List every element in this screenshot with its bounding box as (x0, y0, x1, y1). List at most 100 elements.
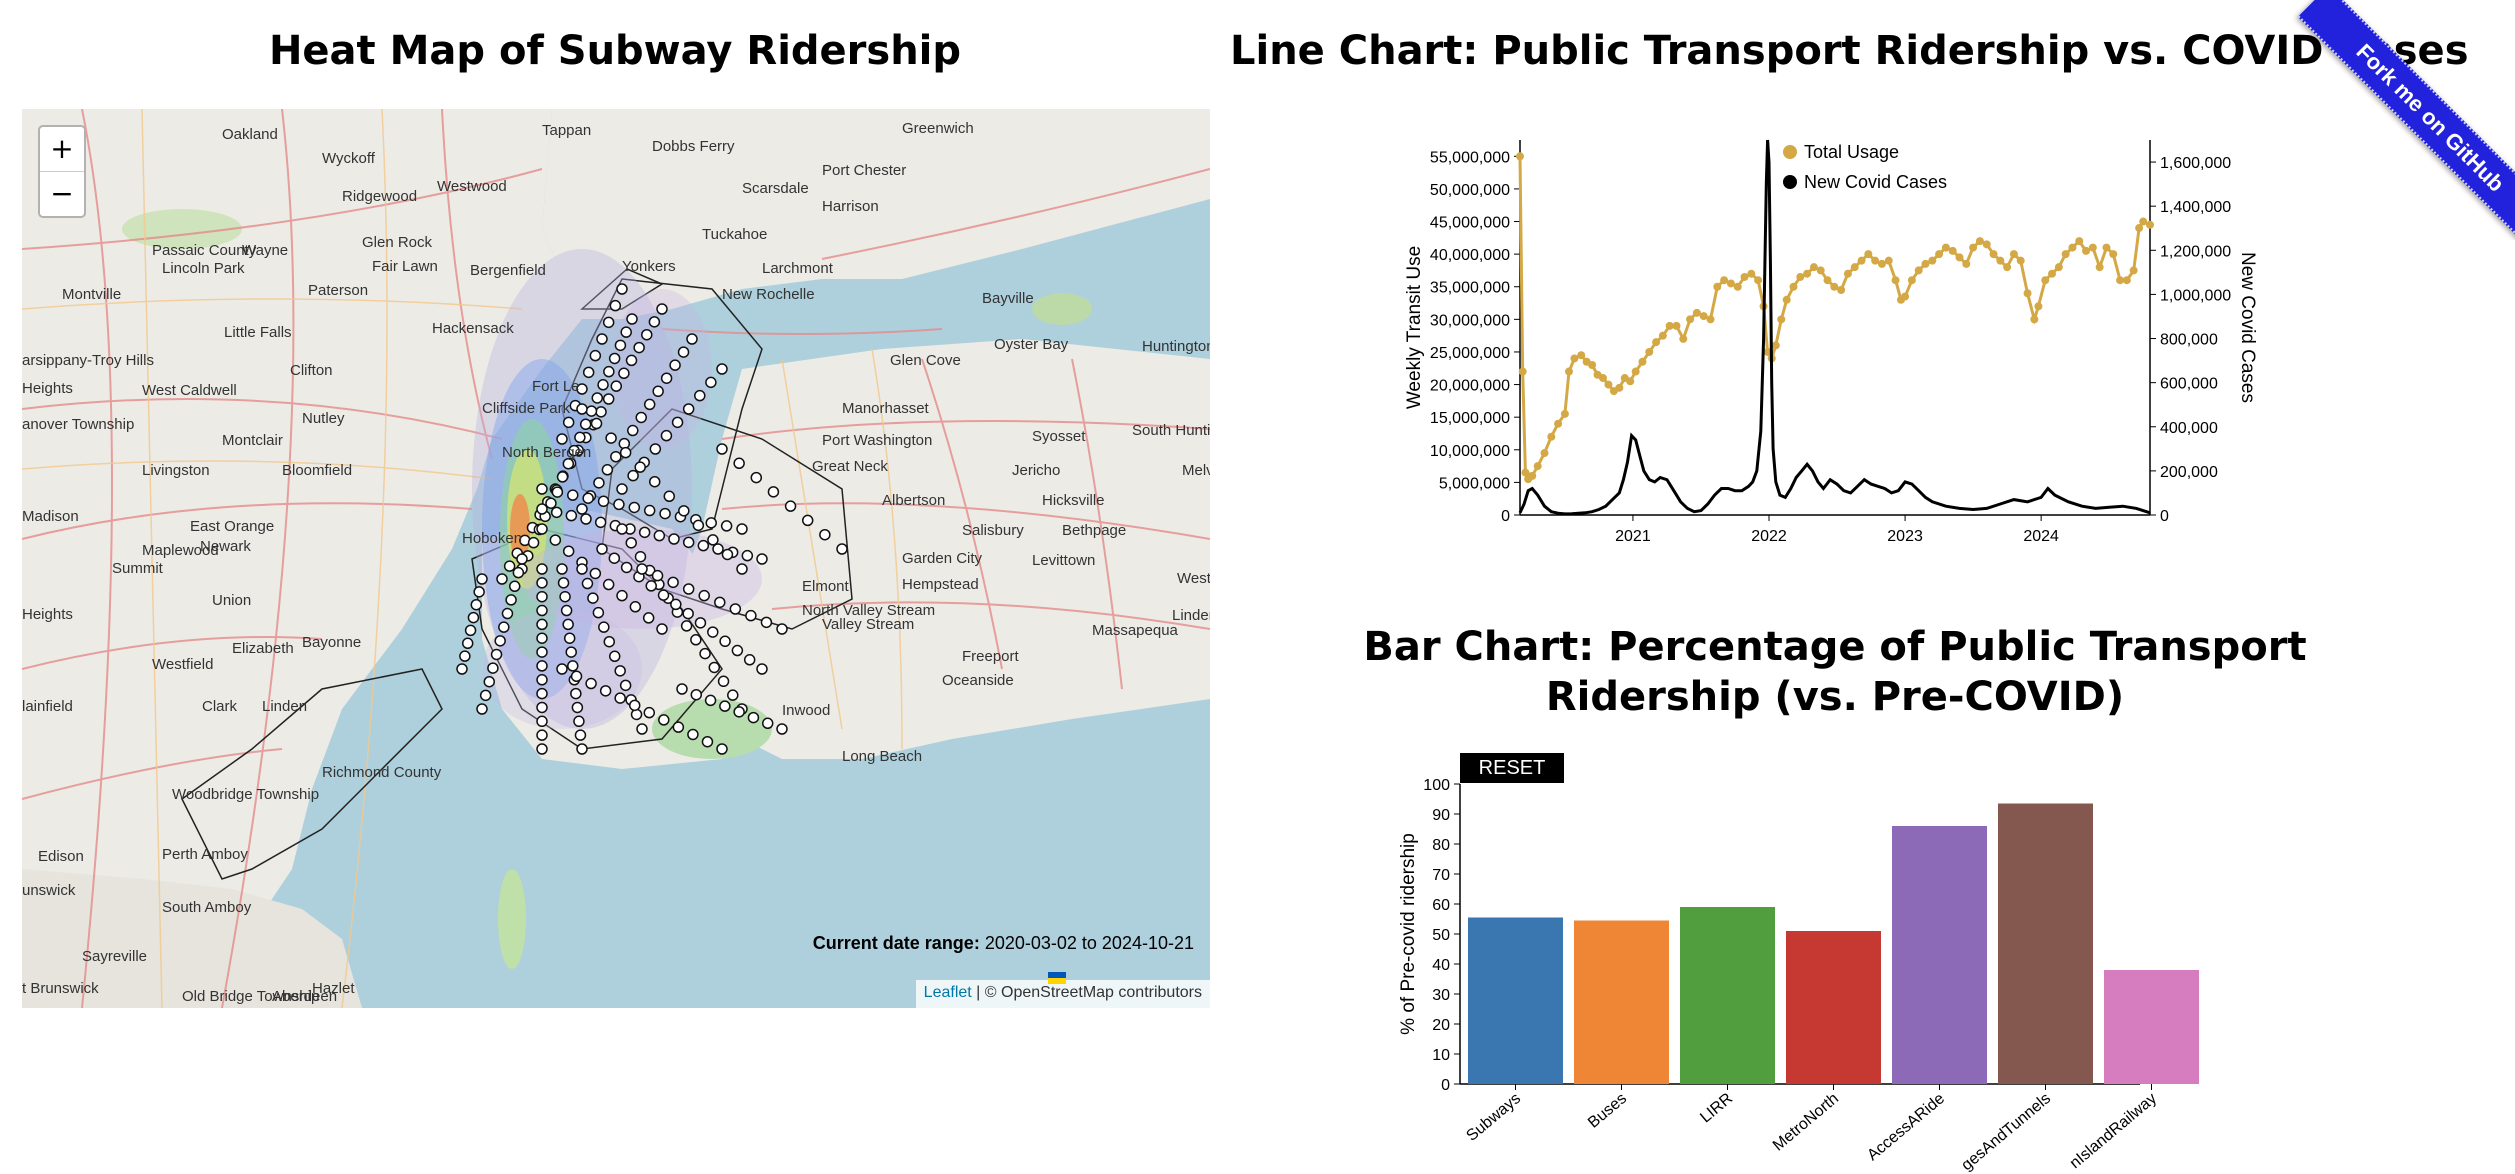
station-marker[interactable] (660, 429, 673, 442)
station-marker[interactable] (536, 483, 548, 495)
station-marker[interactable] (801, 514, 814, 527)
station-marker[interactable] (741, 549, 754, 562)
station-marker[interactable] (717, 675, 730, 688)
station-marker[interactable] (619, 446, 632, 459)
station-marker[interactable] (562, 416, 575, 429)
station-marker[interactable] (576, 383, 588, 395)
station-marker[interactable] (634, 550, 647, 563)
station-marker[interactable] (576, 743, 588, 755)
station-marker[interactable] (671, 416, 684, 429)
station-marker[interactable] (651, 569, 664, 582)
station-marker[interactable] (699, 647, 711, 660)
station-marker[interactable] (536, 523, 548, 535)
station-marker[interactable] (596, 333, 608, 345)
station-marker[interactable] (620, 561, 633, 574)
station-marker[interactable] (605, 432, 617, 444)
station-marker[interactable] (692, 519, 705, 532)
station-marker[interactable] (556, 663, 568, 675)
station-marker[interactable] (660, 372, 673, 384)
station-marker[interactable] (745, 609, 757, 622)
station-marker[interactable] (608, 352, 621, 365)
station-marker[interactable] (628, 699, 641, 712)
bar-lirr[interactable] (1680, 907, 1775, 1084)
station-marker[interactable] (536, 646, 548, 658)
station-marker[interactable] (776, 723, 788, 735)
station-marker[interactable] (656, 623, 668, 635)
station-marker[interactable] (479, 689, 492, 702)
station-marker[interactable] (656, 303, 668, 315)
station-marker[interactable] (536, 577, 548, 589)
bar-buses[interactable] (1574, 920, 1669, 1085)
station-marker[interactable] (536, 590, 548, 603)
station-marker[interactable] (653, 529, 666, 542)
station-marker[interactable] (476, 703, 488, 715)
station-marker[interactable] (716, 363, 728, 375)
station-marker[interactable] (559, 590, 571, 603)
station-marker[interactable] (652, 385, 664, 398)
station-marker[interactable] (536, 618, 548, 631)
station-marker[interactable] (626, 313, 638, 325)
station-marker[interactable] (682, 607, 694, 620)
station-marker[interactable] (638, 526, 651, 539)
station-marker[interactable] (682, 536, 695, 549)
station-marker[interactable] (682, 583, 695, 595)
station-marker[interactable] (719, 635, 731, 648)
station-marker[interactable] (560, 604, 573, 617)
station-marker[interactable] (503, 560, 516, 572)
station-marker[interactable] (579, 418, 592, 431)
station-marker[interactable] (576, 563, 588, 575)
station-marker[interactable] (613, 498, 625, 511)
station-marker[interactable] (672, 721, 685, 733)
station-marker[interactable] (551, 486, 564, 498)
station-marker[interactable] (527, 536, 540, 549)
station-marker[interactable] (536, 632, 548, 644)
station-marker[interactable] (716, 443, 728, 455)
zoom-out-button[interactable]: − (40, 172, 84, 216)
station-marker[interactable] (614, 339, 627, 352)
station-marker[interactable] (635, 411, 647, 424)
station-marker[interactable] (562, 545, 575, 557)
station-marker[interactable] (598, 621, 610, 633)
station-marker[interactable] (663, 490, 676, 503)
station-marker[interactable] (733, 457, 745, 470)
station-marker[interactable] (756, 553, 768, 565)
station-marker[interactable] (747, 711, 760, 724)
station-marker[interactable] (620, 326, 632, 338)
station-marker[interactable] (627, 469, 639, 482)
station-marker[interactable] (568, 444, 580, 457)
station-marker[interactable] (680, 620, 693, 632)
station-marker[interactable] (616, 283, 628, 295)
station-marker[interactable] (590, 417, 603, 430)
station-marker[interactable] (690, 634, 702, 646)
station-marker[interactable] (616, 589, 628, 602)
station-marker[interactable] (609, 299, 622, 312)
station-marker[interactable] (698, 589, 710, 602)
map-tiles[interactable]: Tappan Dobbs Ferry Greenwich Oakland Wyckoff… (22, 109, 1210, 1008)
station-marker[interactable] (736, 523, 748, 535)
station-marker[interactable] (720, 520, 733, 532)
station-marker[interactable] (574, 729, 587, 741)
station-marker[interactable] (610, 450, 622, 463)
station-marker[interactable] (593, 477, 605, 489)
station-marker[interactable] (536, 743, 548, 755)
station-marker[interactable] (601, 464, 614, 476)
station-marker[interactable] (750, 471, 763, 484)
station-marker[interactable] (501, 607, 514, 620)
station-marker[interactable] (574, 431, 586, 444)
station-marker[interactable] (625, 354, 638, 367)
bar-subways[interactable] (1468, 917, 1563, 1085)
station-marker[interactable] (761, 717, 774, 730)
station-marker[interactable] (483, 675, 496, 688)
station-marker[interactable] (670, 598, 682, 611)
station-marker[interactable] (536, 660, 548, 672)
station-marker[interactable] (576, 403, 588, 415)
station-marker[interactable] (619, 679, 632, 692)
station-marker[interactable] (629, 601, 642, 613)
station-marker[interactable] (573, 715, 585, 728)
station-marker[interactable] (594, 516, 607, 529)
station-marker[interactable] (516, 553, 528, 565)
station-marker[interactable] (470, 598, 483, 611)
station-marker[interactable] (476, 573, 488, 585)
station-marker[interactable] (704, 694, 717, 707)
station-marker[interactable] (678, 505, 690, 517)
